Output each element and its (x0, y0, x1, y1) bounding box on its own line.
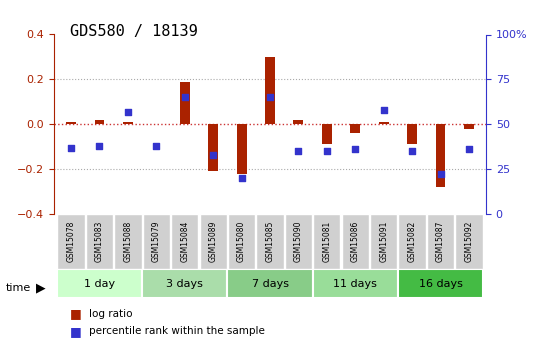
FancyBboxPatch shape (86, 214, 113, 269)
Bar (94, 120, 104, 124)
FancyBboxPatch shape (142, 269, 227, 298)
Text: 7 days: 7 days (252, 279, 288, 289)
FancyBboxPatch shape (228, 214, 255, 269)
Bar (237, 124, 247, 174)
FancyBboxPatch shape (399, 214, 426, 269)
FancyBboxPatch shape (199, 214, 227, 269)
Text: GSM15079: GSM15079 (152, 221, 161, 262)
Point (180, 95, 189, 100)
Point (408, 148, 416, 154)
Text: GDS580 / 18139: GDS580 / 18139 (70, 24, 198, 39)
Bar (322, 124, 332, 144)
Bar (208, 124, 218, 171)
Bar (436, 124, 446, 187)
Bar (350, 124, 360, 133)
Text: GSM15084: GSM15084 (180, 221, 189, 262)
Text: GSM15089: GSM15089 (208, 221, 218, 262)
Text: GSM15090: GSM15090 (294, 221, 303, 262)
Text: ■: ■ (70, 325, 82, 338)
FancyBboxPatch shape (285, 214, 312, 269)
Point (209, 152, 218, 157)
FancyBboxPatch shape (256, 214, 284, 269)
Bar (379, 122, 389, 124)
FancyBboxPatch shape (455, 214, 483, 269)
Text: GSM15087: GSM15087 (436, 221, 445, 262)
Text: log ratio: log ratio (89, 309, 133, 319)
Text: time: time (5, 283, 31, 293)
Point (237, 175, 246, 181)
Bar (464, 124, 474, 129)
Point (294, 148, 303, 154)
Text: GSM15081: GSM15081 (322, 221, 332, 262)
Point (322, 148, 331, 154)
FancyBboxPatch shape (114, 214, 141, 269)
FancyBboxPatch shape (57, 269, 142, 298)
Text: GSM15083: GSM15083 (95, 221, 104, 262)
Text: GSM15082: GSM15082 (408, 221, 416, 262)
Text: ▶: ▶ (36, 282, 46, 295)
Text: ■: ■ (70, 307, 82, 321)
Point (152, 143, 160, 148)
Text: 3 days: 3 days (166, 279, 203, 289)
FancyBboxPatch shape (313, 269, 398, 298)
Point (436, 172, 445, 177)
Bar (407, 124, 417, 144)
FancyBboxPatch shape (370, 214, 397, 269)
FancyBboxPatch shape (171, 214, 198, 269)
FancyBboxPatch shape (427, 214, 454, 269)
FancyBboxPatch shape (227, 269, 313, 298)
FancyBboxPatch shape (342, 214, 369, 269)
Text: GSM15085: GSM15085 (266, 221, 274, 262)
Bar (293, 120, 303, 124)
Text: GSM15078: GSM15078 (66, 221, 76, 262)
Bar (180, 81, 190, 124)
Point (124, 109, 132, 115)
Text: GSM15086: GSM15086 (351, 221, 360, 262)
Point (67, 145, 76, 150)
Bar (123, 122, 133, 124)
Text: 16 days: 16 days (418, 279, 462, 289)
Text: GSM15080: GSM15080 (237, 221, 246, 262)
Point (266, 95, 274, 100)
Bar (66, 122, 76, 124)
Text: GSM15088: GSM15088 (124, 221, 132, 262)
Text: GSM15092: GSM15092 (464, 221, 474, 262)
Text: 11 days: 11 days (333, 279, 377, 289)
Point (380, 107, 388, 112)
FancyBboxPatch shape (57, 214, 85, 269)
FancyBboxPatch shape (313, 214, 341, 269)
Text: percentile rank within the sample: percentile rank within the sample (89, 326, 265, 336)
Point (95, 143, 104, 148)
Point (464, 147, 473, 152)
Bar (265, 57, 275, 124)
Text: 1 day: 1 day (84, 279, 115, 289)
Point (351, 147, 360, 152)
Text: GSM15091: GSM15091 (379, 221, 388, 262)
FancyBboxPatch shape (398, 269, 483, 298)
FancyBboxPatch shape (143, 214, 170, 269)
